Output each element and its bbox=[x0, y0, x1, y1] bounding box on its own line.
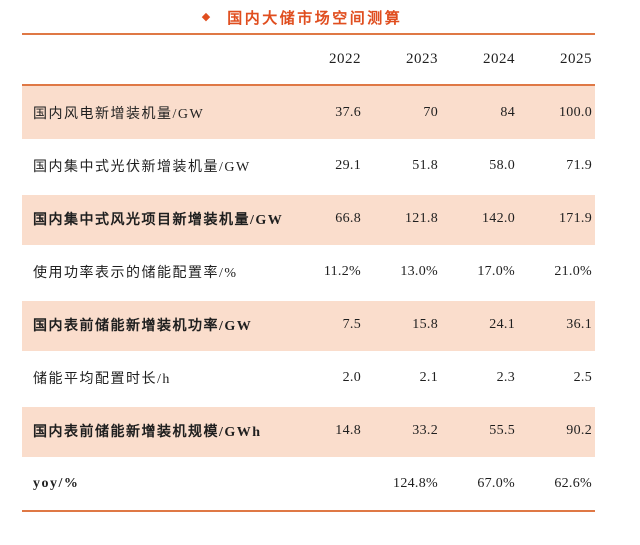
table-row: 国内表前储能新增装机功率/GW 7.5 15.8 24.1 36.1 bbox=[22, 298, 595, 351]
row-value: 71.9 bbox=[566, 157, 592, 173]
table-row: 使用功率表示的储能配置率/% 11.2% 13.0% 17.0% 21.0% bbox=[22, 245, 595, 298]
row-label: yoy/% bbox=[33, 475, 80, 491]
year-column-header: 2024 bbox=[483, 51, 515, 67]
table-row: yoy/% 124.8% 67.0% 62.6% bbox=[22, 457, 595, 510]
row-label: 国内表前储能新增装机规模/GWh bbox=[33, 424, 262, 440]
row-value: 14.8 bbox=[335, 422, 361, 438]
row-value: 33.2 bbox=[412, 422, 438, 438]
row-value: 15.8 bbox=[412, 316, 438, 332]
row-label: 国内集中式光伏新增装机量/GW bbox=[33, 159, 251, 175]
row-value: 2.0 bbox=[342, 369, 361, 385]
row-value: 62.6% bbox=[554, 475, 592, 491]
row-value: 171.9 bbox=[559, 210, 592, 226]
row-value: 2.1 bbox=[419, 369, 438, 385]
row-value: 66.8 bbox=[335, 210, 361, 226]
diamond-bullet-icon: ◆ bbox=[201, 11, 211, 23]
row-value: 70 bbox=[423, 104, 438, 120]
row-label: 国内集中式风光项目新增装机量/GW bbox=[33, 212, 284, 228]
table-row: 国内集中式风光项目新增装机量/GW 66.8 121.8 142.0 171.9 bbox=[22, 192, 595, 245]
table-row: 国内风电新增装机量/GW 37.6 70 84 100.0 bbox=[22, 86, 595, 139]
row-label: 国内表前储能新增装机功率/GW bbox=[33, 318, 253, 334]
row-value: 55.5 bbox=[489, 422, 515, 438]
row-value: 84 bbox=[500, 104, 515, 120]
table-row: 国内集中式光伏新增装机量/GW 29.1 51.8 58.0 71.9 bbox=[22, 139, 595, 192]
row-value: 2.3 bbox=[496, 369, 515, 385]
row-value: 58.0 bbox=[489, 157, 515, 173]
row-value: 2.5 bbox=[573, 369, 592, 385]
table-header-row: 2022 2023 2024 2025 bbox=[22, 35, 595, 86]
row-label: 国内风电新增装机量/GW bbox=[33, 106, 205, 122]
table-body: 国内风电新增装机量/GW 37.6 70 84 100.0 国内集中式光伏新增装机量/GW… bbox=[22, 86, 595, 510]
data-table: 2022 2023 2024 2025 国内风电新增装机量/GW 37.6 70 84 100… bbox=[22, 33, 595, 512]
year-column-header: 2023 bbox=[406, 51, 438, 67]
row-value: 11.2% bbox=[323, 263, 361, 279]
row-value: 124.8% bbox=[393, 475, 438, 491]
figure-title: 国内大储市场空间测算 bbox=[227, 11, 403, 27]
row-value: 67.0% bbox=[477, 475, 515, 491]
row-value: 100.0 bbox=[559, 104, 592, 120]
row-value: 13.0% bbox=[400, 263, 438, 279]
row-value: 90.2 bbox=[566, 422, 592, 438]
row-value: 7.5 bbox=[342, 316, 361, 332]
row-value: 37.6 bbox=[335, 104, 361, 120]
figure-title-bar: ◆ 国内大储市场空间测算 bbox=[0, 0, 622, 33]
year-column-header: 2022 bbox=[329, 51, 361, 67]
table-row: 国内表前储能新增装机规模/GWh 14.8 33.2 55.5 90.2 bbox=[22, 404, 595, 457]
row-value: 17.0% bbox=[477, 263, 515, 279]
row-value: 121.8 bbox=[405, 210, 438, 226]
year-column-header: 2025 bbox=[560, 51, 592, 67]
row-value: 51.8 bbox=[412, 157, 438, 173]
row-value: 29.1 bbox=[335, 157, 361, 173]
row-label: 使用功率表示的储能配置率/% bbox=[33, 265, 238, 281]
row-value: 36.1 bbox=[566, 316, 592, 332]
row-label: 储能平均配置时长/h bbox=[33, 371, 171, 387]
row-value: 21.0% bbox=[554, 263, 592, 279]
row-value: 142.0 bbox=[482, 210, 515, 226]
row-value: 24.1 bbox=[489, 316, 515, 332]
table-row: 储能平均配置时长/h 2.0 2.1 2.3 2.5 bbox=[22, 351, 595, 404]
